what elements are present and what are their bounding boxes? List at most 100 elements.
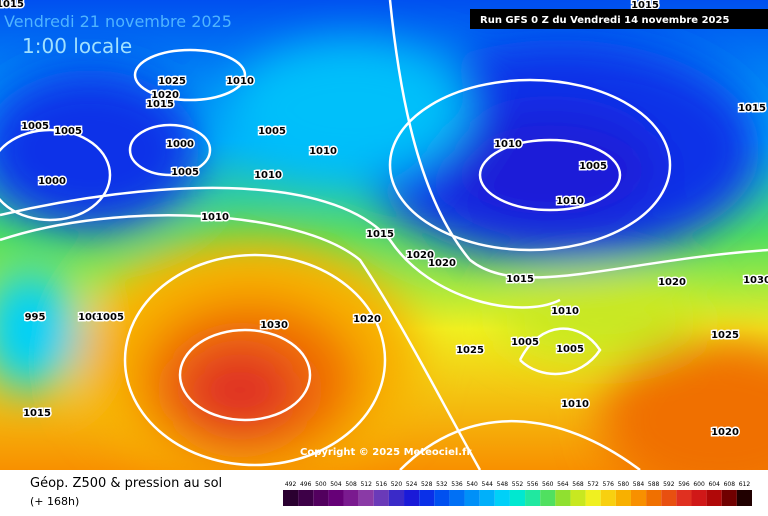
scale-label: 520 bbox=[391, 481, 403, 488]
scale-swatch bbox=[630, 490, 647, 506]
scale-swatch bbox=[328, 490, 344, 506]
scale-label: 512 bbox=[360, 481, 372, 488]
scale-swatch bbox=[479, 490, 495, 506]
scale-swatch bbox=[676, 490, 692, 506]
isobar-label: 1010 bbox=[556, 196, 584, 207]
scale-swatch bbox=[283, 490, 299, 506]
isobar-label: 1020 bbox=[658, 277, 686, 288]
isobar-label: 1005 bbox=[556, 344, 584, 355]
isobar-label: 1010 bbox=[309, 146, 337, 157]
map-date: Vendredi 21 novembre 2025 bbox=[4, 12, 232, 31]
scale-label: 568 bbox=[572, 481, 584, 488]
scale-label: 492 bbox=[285, 481, 297, 488]
isobar-label: 1015 bbox=[506, 274, 534, 285]
isobar-label: 1025 bbox=[711, 330, 739, 341]
isobar-label: 1010 bbox=[561, 399, 589, 410]
run-box bbox=[470, 9, 768, 29]
scale-label: 496 bbox=[300, 481, 312, 488]
isobar-label: 1000 bbox=[166, 139, 194, 150]
isobar-label: 1005 bbox=[511, 337, 539, 348]
scale-label: 608 bbox=[724, 481, 736, 488]
isobar-label: 1005 bbox=[258, 126, 286, 137]
scale-swatch bbox=[313, 490, 329, 506]
legend-title: Géop. Z500 & pression au sol bbox=[30, 476, 222, 491]
scale-swatch bbox=[419, 490, 435, 506]
isobar-label: 1020 bbox=[406, 250, 434, 261]
scale-label: 588 bbox=[648, 481, 660, 488]
scale-swatch bbox=[600, 490, 616, 506]
scale-swatch bbox=[298, 490, 314, 506]
isobar-label: 1010 bbox=[226, 76, 254, 87]
isobar-label: 1030 bbox=[260, 320, 288, 331]
scale-swatch bbox=[615, 490, 631, 506]
scale-swatch bbox=[434, 490, 450, 506]
scale-label: 584 bbox=[633, 481, 645, 488]
scale-label: 564 bbox=[557, 481, 569, 488]
scale-label: 560 bbox=[542, 481, 554, 488]
isobar-label: 1020 bbox=[428, 258, 456, 269]
isobar-label: 1025 bbox=[158, 76, 186, 87]
isobar-label: 1020 bbox=[353, 314, 381, 325]
isobar-label: 1005 bbox=[171, 167, 199, 178]
isobar-label: 1010 bbox=[494, 139, 522, 150]
scale-label: 604 bbox=[708, 481, 720, 488]
isobar-label: 1030 bbox=[743, 275, 768, 286]
isobar-label: 1025 bbox=[456, 345, 484, 356]
scale-label: 508 bbox=[345, 481, 357, 488]
scale-swatch bbox=[721, 490, 737, 506]
scale-label: 528 bbox=[421, 481, 433, 488]
scale-swatch bbox=[388, 490, 405, 506]
scale-label: 612 bbox=[739, 481, 751, 488]
scale-label: 536 bbox=[451, 481, 463, 488]
isobar-label: 1000 bbox=[38, 176, 66, 187]
scale-label: 500 bbox=[315, 481, 327, 488]
legend-subtitle: (+ 168h) bbox=[30, 495, 79, 508]
isobar-label: 1005 bbox=[54, 126, 82, 137]
scale-swatch bbox=[585, 490, 601, 506]
isobar-label: 1010 bbox=[551, 306, 579, 317]
isobar-label: 1015 bbox=[738, 103, 766, 114]
scale-label: 556 bbox=[527, 481, 539, 488]
scale-label: 552 bbox=[512, 481, 524, 488]
scale-label: 540 bbox=[466, 481, 478, 488]
scale-swatch bbox=[494, 490, 510, 506]
scale-swatch bbox=[343, 490, 359, 506]
scale-swatch bbox=[706, 490, 722, 506]
scale-swatch bbox=[358, 490, 374, 506]
scale-swatch bbox=[570, 490, 586, 506]
run-info: Run GFS 0 Z du Vendredi 14 novembre 2025 bbox=[480, 15, 729, 26]
scale-label: 596 bbox=[678, 481, 690, 488]
scale-swatch bbox=[373, 490, 389, 506]
scale-swatch bbox=[525, 490, 541, 506]
scale-swatch bbox=[540, 490, 556, 506]
scale-swatch bbox=[509, 490, 526, 506]
scale-label: 516 bbox=[376, 481, 388, 488]
scale-label: 504 bbox=[330, 481, 342, 488]
scale-label: 572 bbox=[587, 481, 599, 488]
scale-swatch bbox=[736, 490, 752, 506]
scale-swatch bbox=[449, 490, 465, 506]
scale-label: 544 bbox=[482, 481, 494, 488]
isobar-label: 1000 bbox=[78, 312, 106, 323]
isobar-label: 1005 bbox=[579, 161, 607, 172]
scale-swatch bbox=[464, 490, 480, 506]
isobar-label: 1020 bbox=[151, 90, 179, 101]
isobar-label: 1005 bbox=[21, 121, 49, 132]
map-time: 1:00 locale bbox=[22, 34, 132, 58]
scale-label: 576 bbox=[603, 481, 615, 488]
scale-label: 600 bbox=[693, 481, 705, 488]
scale-swatch bbox=[404, 490, 420, 506]
copyright: Copyright © 2025 Meteociel.fr bbox=[300, 447, 471, 458]
isobar-label: 1015 bbox=[366, 229, 394, 240]
isobar-label: 995 bbox=[25, 312, 46, 323]
isobar-label: 1005 bbox=[96, 312, 124, 323]
scale-label: 524 bbox=[406, 481, 418, 488]
isobar-label: 1015 bbox=[0, 0, 24, 10]
scale-label: 580 bbox=[618, 481, 630, 488]
scale-swatch bbox=[646, 490, 662, 506]
field bbox=[0, 0, 768, 500]
scale-swatch bbox=[691, 490, 707, 506]
isobar-label: 1015 bbox=[146, 99, 174, 110]
isobar-label: 1010 bbox=[201, 212, 229, 223]
